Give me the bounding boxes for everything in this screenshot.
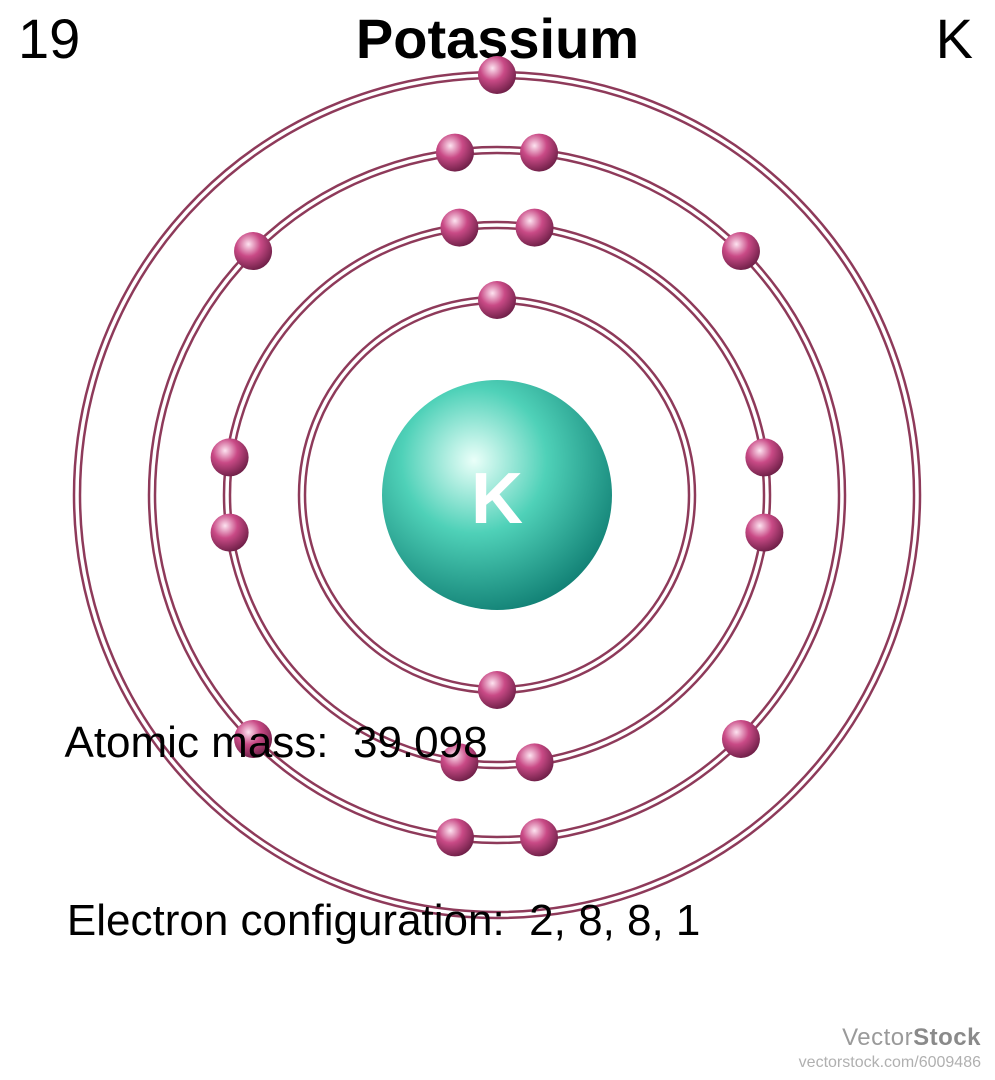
electron-s2-4 [211,514,249,552]
atomic-mass-label: Atomic mass: [64,718,328,767]
electron-config-value: 2, 8, 8, 1 [529,896,700,945]
electron-s3-2 [436,134,474,172]
electron-s2-7 [745,514,783,552]
electron-s4-1 [478,56,516,94]
electron-config-label: Electron configuration: [67,896,505,945]
electron-s2-1 [516,209,554,247]
footer-info: Atomic mass: 39.098 Electron configurati… [18,654,700,1010]
electron-s1-1 [478,281,516,319]
watermark-brand: VectorStock [799,1024,981,1052]
nucleus-label: K [471,459,523,539]
atomic-mass-value: 39.098 [353,718,488,767]
electron-s3-7 [722,720,760,758]
watermark-id: vectorstock.com/6009486 [799,1054,981,1072]
electron-s2-2 [440,209,478,247]
electron-s3-8 [722,232,760,270]
electron-s3-3 [234,232,272,270]
watermark: VectorStock vectorstock.com/6009486 [799,1024,981,1072]
nucleus: K [382,380,612,610]
electron-s2-3 [211,438,249,476]
electron-s2-8 [745,438,783,476]
electron-s3-1 [520,134,558,172]
